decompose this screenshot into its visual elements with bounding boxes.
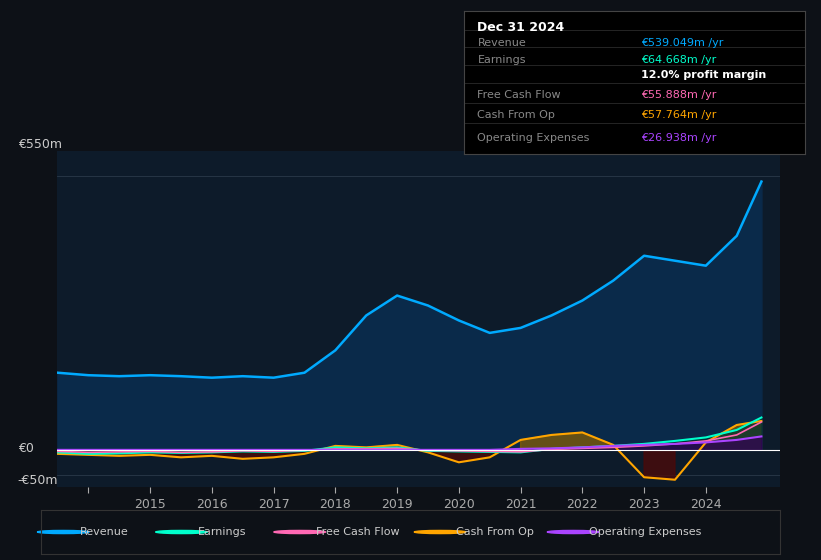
Text: Earnings: Earnings xyxy=(198,527,246,537)
Text: €26.938m /yr: €26.938m /yr xyxy=(641,133,717,143)
Text: Cash From Op: Cash From Op xyxy=(456,527,534,537)
Circle shape xyxy=(415,530,466,534)
Text: -€50m: -€50m xyxy=(18,474,58,487)
Text: €539.049m /yr: €539.049m /yr xyxy=(641,38,723,48)
Text: €57.764m /yr: €57.764m /yr xyxy=(641,110,717,120)
Text: Operating Expenses: Operating Expenses xyxy=(478,133,589,143)
Text: Free Cash Flow: Free Cash Flow xyxy=(478,90,561,100)
Text: €64.668m /yr: €64.668m /yr xyxy=(641,55,716,66)
Circle shape xyxy=(547,530,599,534)
Text: Dec 31 2024: Dec 31 2024 xyxy=(478,21,565,34)
Text: €550m: €550m xyxy=(18,138,62,151)
Circle shape xyxy=(273,530,325,534)
Text: Operating Expenses: Operating Expenses xyxy=(589,527,702,537)
Circle shape xyxy=(38,530,89,534)
Text: Cash From Op: Cash From Op xyxy=(478,110,555,120)
Text: Revenue: Revenue xyxy=(80,527,128,537)
Circle shape xyxy=(156,530,208,534)
Text: 12.0% profit margin: 12.0% profit margin xyxy=(641,70,766,80)
Text: €0: €0 xyxy=(18,442,34,455)
Text: Revenue: Revenue xyxy=(478,38,526,48)
Text: €55.888m /yr: €55.888m /yr xyxy=(641,90,717,100)
Text: Free Cash Flow: Free Cash Flow xyxy=(316,527,400,537)
Text: Earnings: Earnings xyxy=(478,55,526,66)
